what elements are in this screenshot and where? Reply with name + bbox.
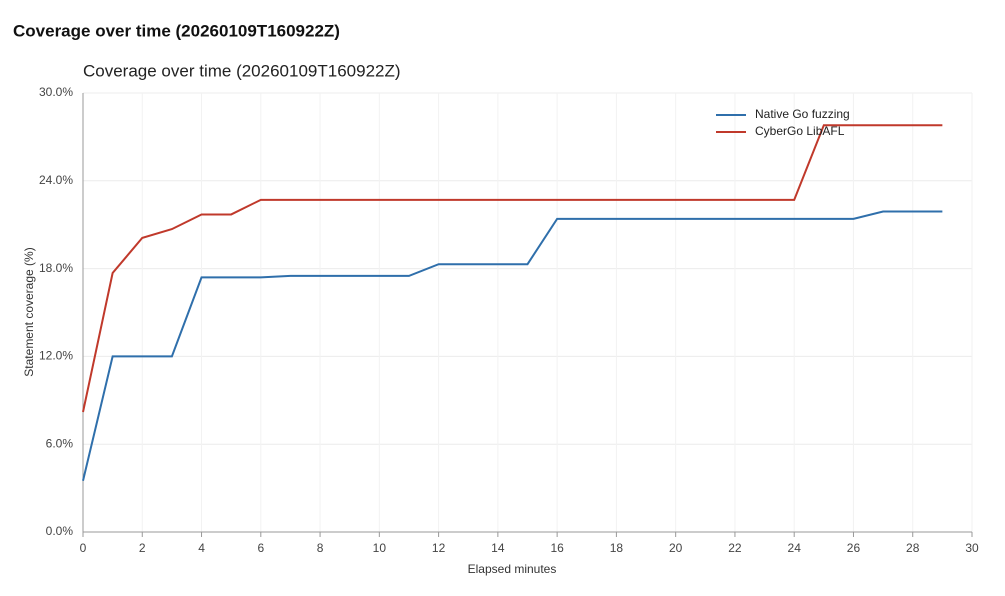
x-tick-label: 10 xyxy=(373,541,387,555)
x-tick-label: 24 xyxy=(788,541,802,555)
series-line xyxy=(82,124,943,413)
x-tick-label: 20 xyxy=(669,541,683,555)
x-tick-label: 16 xyxy=(550,541,564,555)
x-tick-label: 6 xyxy=(257,541,264,555)
series-line xyxy=(82,210,943,482)
legend-label: Native Go fuzzing xyxy=(755,107,850,121)
y-tick-label: 0.0% xyxy=(46,524,74,538)
x-tick-label: 22 xyxy=(728,541,742,555)
y-tick-label: 24.0% xyxy=(39,173,73,187)
y-axis-label: Statement coverage (%) xyxy=(22,247,36,376)
x-tick-label: 30 xyxy=(965,541,979,555)
page-heading: Coverage over time (20260109T160922Z) xyxy=(13,21,340,40)
x-tick-label: 26 xyxy=(847,541,861,555)
x-tick-label: 12 xyxy=(432,541,446,555)
x-tick-label: 0 xyxy=(80,541,87,555)
x-tick-label: 18 xyxy=(610,541,624,555)
x-axis-label: Elapsed minutes xyxy=(468,562,557,576)
legend-label: CyberGo LibAFL xyxy=(755,124,845,138)
x-tick-label: 8 xyxy=(317,541,324,555)
y-tick-label: 12.0% xyxy=(39,349,73,363)
x-tick-label: 14 xyxy=(491,541,505,555)
y-tick-label: 30.0% xyxy=(39,85,73,99)
x-tick-label: 2 xyxy=(139,541,146,555)
y-tick-label: 6.0% xyxy=(46,436,74,450)
chart-title: Coverage over time (20260109T160922Z) xyxy=(83,61,401,80)
x-tick-label: 28 xyxy=(906,541,920,555)
y-tick-label: 18.0% xyxy=(39,261,73,275)
x-tick-label: 4 xyxy=(198,541,205,555)
